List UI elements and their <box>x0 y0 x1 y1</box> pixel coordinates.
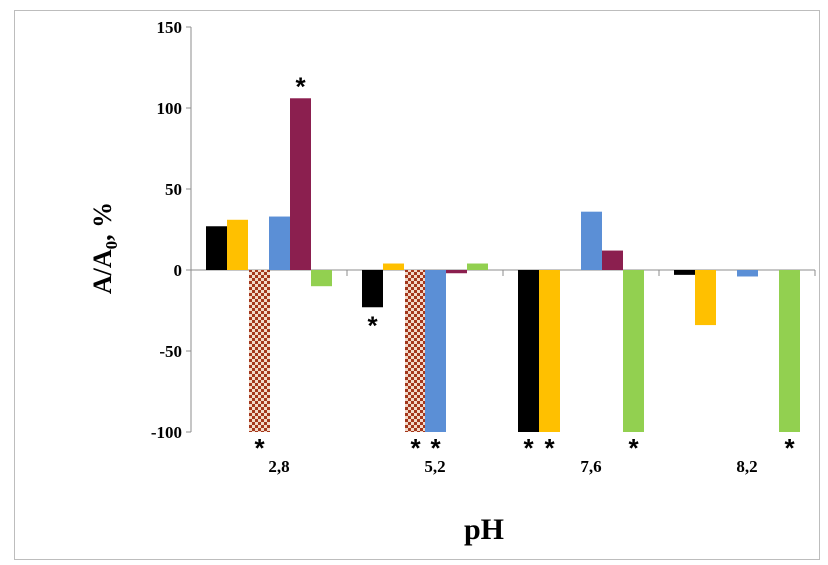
bar <box>405 270 426 432</box>
significance-asterisk: * <box>254 433 265 463</box>
significance-asterisk: * <box>784 433 795 463</box>
significance-asterisk: * <box>295 71 306 101</box>
bar <box>311 270 332 287</box>
y-axis-label-subscript: 0 <box>102 241 121 250</box>
y-tick-label: 100 <box>157 99 183 118</box>
x-tick-label: 8,2 <box>736 457 757 476</box>
significance-asterisk: * <box>430 433 441 463</box>
y-tick-label: -100 <box>151 423 182 442</box>
x-axis-label: pH <box>464 513 504 546</box>
significance-asterisk: * <box>410 433 421 463</box>
bar <box>602 250 623 270</box>
x-tick-label: 5,2 <box>424 457 445 476</box>
y-axis-label-main: A/A <box>88 249 117 294</box>
x-tick-label: 2,8 <box>268 457 289 476</box>
plot-area: -100 -50 0 50 100 150 2,8 5,2 7,6 8,2 * * * * * * * * * <box>151 18 816 476</box>
significance-asterisk: * <box>544 433 555 463</box>
bar <box>779 270 800 432</box>
significance-asterisk: * <box>367 310 378 340</box>
bar <box>695 270 716 326</box>
x-tick-label: 7,6 <box>580 457 601 476</box>
bar <box>206 226 227 270</box>
bar <box>539 270 560 432</box>
bar <box>518 270 539 432</box>
y-tick-label: -50 <box>159 342 182 361</box>
significance-asterisk: * <box>523 433 534 463</box>
bar <box>290 98 311 270</box>
bar <box>581 211 602 270</box>
bar <box>737 270 758 277</box>
bar <box>383 263 404 270</box>
y-tick-label: 150 <box>157 18 183 37</box>
bar <box>446 270 467 274</box>
chart-frame: -100 -50 0 50 100 150 2,8 5,2 7,6 8,2 * * * * * * * * * pH… <box>14 10 820 560</box>
bar <box>674 270 695 275</box>
y-tick-label: 0 <box>174 261 183 280</box>
bar <box>227 219 248 270</box>
bar <box>467 263 488 270</box>
bar <box>362 270 383 308</box>
y-axis-label: A/A0, % <box>88 202 121 294</box>
bar <box>269 216 290 270</box>
bar <box>425 270 446 432</box>
bar <box>623 270 644 432</box>
significance-asterisk: * <box>628 433 639 463</box>
y-tick-label: 50 <box>165 180 182 199</box>
y-axis-label-rest: , % <box>88 202 117 241</box>
bar <box>249 270 270 432</box>
bar-chart: -100 -50 0 50 100 150 2,8 5,2 7,6 8,2 * * * * * * * * * pH… <box>88 18 816 546</box>
